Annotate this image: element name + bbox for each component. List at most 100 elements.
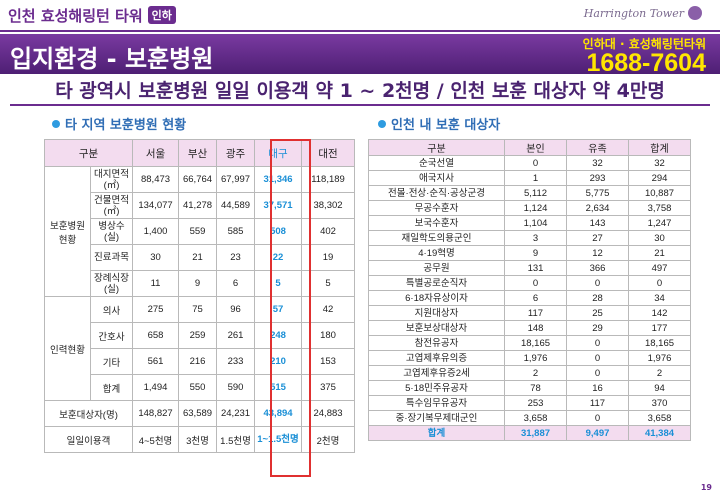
column-header: 구분 xyxy=(43,139,134,167)
table-cell: 294 xyxy=(628,170,691,186)
total-cell: 9,497 xyxy=(566,425,629,441)
row-label: 진료과목 xyxy=(89,244,134,271)
table-cell: 131 xyxy=(504,260,567,276)
row-label: 무공수훈자 xyxy=(368,200,505,216)
table-cell: 177 xyxy=(628,320,691,336)
table-cell: 148 xyxy=(504,320,567,336)
table-cell: 24,231 xyxy=(216,400,256,427)
row-label: 애국지사 xyxy=(368,170,505,186)
table-row: 병상수(실) 1,400 559 585 508 402 xyxy=(45,218,356,245)
table-cell: 1,400 xyxy=(132,218,180,245)
harrington-logo: Harrington Tower xyxy=(584,6,702,20)
table-row: 애국지사 1 293 294 xyxy=(368,170,691,186)
table-row: 전몰·전상·순직·공상군경 5,112 5,775 10,887 xyxy=(368,185,691,201)
table-row: 특별공로순직자 0 0 0 xyxy=(368,275,691,291)
row-label: 고엽제후유증2세 xyxy=(368,365,505,381)
table-cell: 0 xyxy=(504,275,567,291)
table-cell: 9 xyxy=(178,270,218,297)
table-cell: 1,124 xyxy=(504,200,567,216)
table-cell: 0 xyxy=(566,350,629,366)
table-cell: 0 xyxy=(566,335,629,351)
row-label: 병상수(실) xyxy=(89,218,134,245)
table-total-row: 합계 31,887 9,497 41,384 xyxy=(368,425,691,441)
table-cell: 23 xyxy=(216,244,256,271)
row-label: 전몰·전상·순직·공상군경 xyxy=(368,185,505,201)
table-cell: 9 xyxy=(504,245,567,261)
group-label: 보훈병원 현황 xyxy=(44,166,91,297)
regional-hospital-table: 구분 서울 부산 광주 대구 대전 보훈병원 현황 대지면적 (㎡) 88,47… xyxy=(43,139,356,453)
row-label: 보국수훈자 xyxy=(368,215,505,231)
table-cell: 142 xyxy=(628,305,691,321)
table-cell: 366 xyxy=(566,260,629,276)
row-label: 6·18자유상이자 xyxy=(368,290,505,306)
table-cell: 370 xyxy=(628,395,691,411)
table-row: 건물면적 (㎡) 134,077 41,278 44,589 37,571 38… xyxy=(45,192,356,219)
table-cell: 12 xyxy=(566,245,629,261)
brand-text: 인천 효성해링턴 타워 xyxy=(8,7,143,25)
column-header: 부산 xyxy=(178,139,218,167)
table-cell: 134,077 xyxy=(132,192,180,219)
table-cell: 66,764 xyxy=(178,166,218,193)
table-cell: 18,165 xyxy=(628,335,691,351)
table-cell-highlight: 1~1.5천명 xyxy=(254,426,303,453)
table-row: 중·장기복무제대군인 3,658 0 3,658 xyxy=(368,410,691,426)
row-label: 보훈대상자(명) xyxy=(43,400,134,427)
contact-block: 인하대 · 효성해링턴타워 1688-7604 xyxy=(583,35,706,77)
table-cell: 5,112 xyxy=(504,185,567,201)
bullet-icon xyxy=(378,120,386,128)
table-row: 6·18자유상이자 6 28 34 xyxy=(368,290,691,306)
row-label: 특수임무유공자 xyxy=(368,395,505,411)
table-cell: 5,775 xyxy=(566,185,629,201)
table-cell: 88,473 xyxy=(132,166,180,193)
table-cell: 6 xyxy=(216,270,256,297)
brand-badge: 인하 xyxy=(147,6,176,24)
table-cell: 25 xyxy=(566,305,629,321)
row-label: 순국선열 xyxy=(368,155,505,171)
bullet-icon xyxy=(52,120,60,128)
table-cell: 18,165 xyxy=(504,335,567,351)
table-cell: 11 xyxy=(132,270,180,297)
table-cell: 63,589 xyxy=(178,400,218,427)
row-label: 중·장기복무제대군인 xyxy=(368,410,505,426)
table-cell: 1,976 xyxy=(628,350,691,366)
table-cell: 0 xyxy=(566,365,629,381)
table-cell-highlight: 57 xyxy=(254,296,303,323)
table-row: 공무원 131 366 497 xyxy=(368,260,691,276)
daegu-highlight-frame xyxy=(270,139,311,477)
table-cell: 32 xyxy=(566,155,629,171)
row-label: 합계 xyxy=(89,374,134,401)
table-cell: 2,634 xyxy=(566,200,629,216)
title-bar: 입지환경 - 보훈병원 인하대 · 효성해링턴타워 1688-7604 xyxy=(0,34,720,77)
table-cell: 4~5천명 xyxy=(132,426,180,453)
table-cell: 293 xyxy=(566,170,629,186)
table-cell: 148,827 xyxy=(132,400,180,427)
table-cell: 30 xyxy=(628,230,691,246)
row-label: 지원대상자 xyxy=(368,305,505,321)
left-section-heading-text: 타 지역 보훈병원 현황 xyxy=(65,118,187,133)
table-cell: 561 xyxy=(132,348,180,375)
table-row: 재일학도의용군인 3 27 30 xyxy=(368,230,691,246)
left-section-heading: 타 지역 보훈병원 현황 xyxy=(52,114,186,133)
table-cell: 1,494 xyxy=(132,374,180,401)
table-cell: 1,104 xyxy=(504,215,567,231)
table-row: 무공수훈자 1,124 2,634 3,758 xyxy=(368,200,691,216)
table-cell: 658 xyxy=(132,322,180,349)
column-header: 본인 xyxy=(504,139,567,156)
table-cell: 16 xyxy=(566,380,629,396)
table-cell: 3,758 xyxy=(628,200,691,216)
table-cell: 44,589 xyxy=(216,192,256,219)
table-cell: 216 xyxy=(178,348,218,375)
table-cell: 94 xyxy=(628,380,691,396)
table-cell: 3,658 xyxy=(504,410,567,426)
row-label: 5·18민주유공자 xyxy=(368,380,505,396)
contact-phone: 1688-7604 xyxy=(586,49,706,77)
table-cell: 10,887 xyxy=(628,185,691,201)
group-label: 인력현황 xyxy=(44,296,91,401)
table-cell: 28 xyxy=(566,290,629,306)
row-label: 대지면적 (㎡) xyxy=(89,166,134,193)
table-cell: 550 xyxy=(178,374,218,401)
column-header: 서울 xyxy=(132,139,180,167)
table-cell: 0 xyxy=(628,275,691,291)
table-cell: 233 xyxy=(216,348,256,375)
table-cell: 117 xyxy=(504,305,567,321)
